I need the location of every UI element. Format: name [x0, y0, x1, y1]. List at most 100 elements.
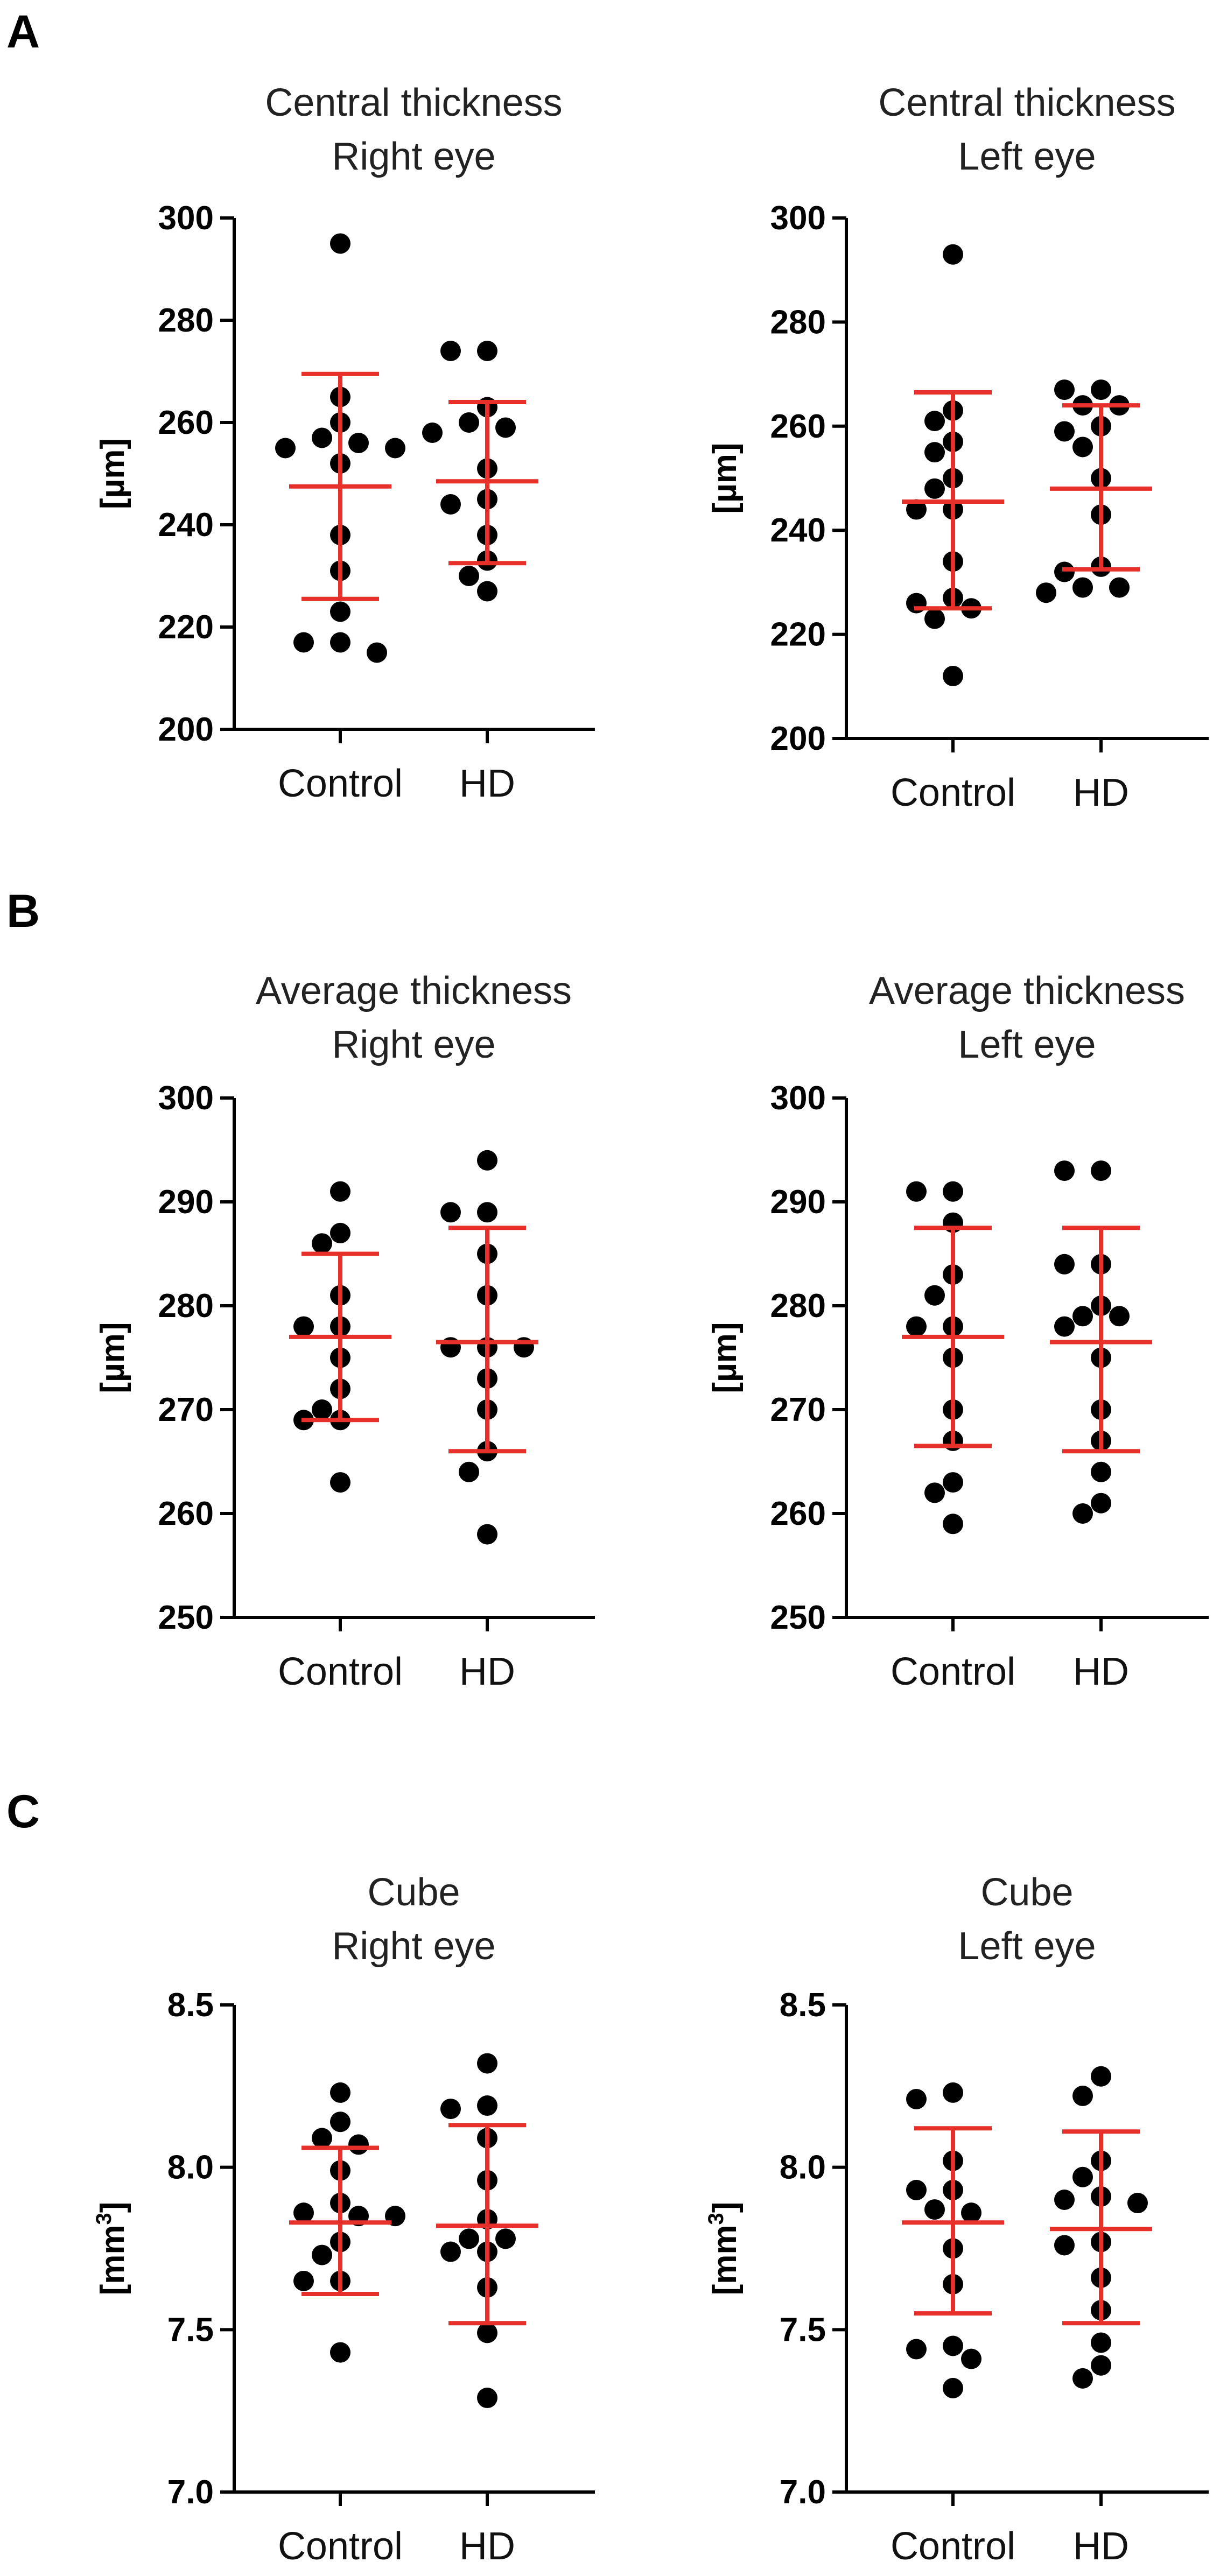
chart-title-line: Left eye — [958, 135, 1096, 178]
chart-title-line: Average thickness — [256, 969, 572, 1012]
data-point-control — [906, 2339, 927, 2360]
data-point-control — [943, 1514, 963, 1535]
x-tick-label-hd: HD — [1073, 2525, 1129, 2568]
data-point-control — [906, 1181, 927, 1202]
data-point-control — [943, 1472, 963, 1493]
chart-5: Cube Right eye 7.0 7.5 8.0 8.5 [mm3] Control HD — [92, 1871, 595, 2568]
y-tick-label: 8.0 — [167, 2149, 214, 2186]
data-point-control — [348, 433, 369, 453]
data-point-hd — [459, 566, 479, 586]
y-tick-label: 7.5 — [780, 2311, 826, 2348]
data-point-hd — [1054, 379, 1075, 400]
x-tick-label-control: Control — [278, 1650, 403, 1693]
data-point-control — [924, 1482, 945, 1503]
data-point-control — [906, 2179, 927, 2200]
y-tick-label: 270 — [158, 1391, 214, 1428]
data-point-control — [943, 665, 963, 686]
data-point-control — [293, 632, 314, 653]
chart-title-line: Right eye — [332, 135, 495, 178]
data-point-hd — [1091, 2332, 1111, 2353]
data-point-control — [312, 1399, 332, 1420]
data-point-hd — [440, 2099, 461, 2120]
data-point-control — [924, 608, 945, 629]
data-point-control — [906, 499, 927, 520]
y-tick-label: 300 — [158, 200, 214, 237]
data-point-control — [330, 1181, 350, 1202]
data-point-hd — [1109, 1306, 1130, 1327]
data-point-control — [943, 244, 963, 265]
data-point-control — [293, 1316, 314, 1337]
chart-title-line: Cube — [367, 1871, 460, 1914]
data-point-control — [330, 601, 350, 622]
y-tick-label: 7.0 — [167, 2474, 214, 2511]
y-tick-label: 240 — [158, 506, 214, 544]
panel-letter-a: A — [6, 6, 40, 58]
data-point-hd — [1054, 421, 1075, 442]
data-point-hd — [440, 2241, 461, 2262]
data-point-hd — [1054, 1160, 1075, 1181]
data-point-control — [943, 2335, 963, 2356]
data-point-hd — [1072, 2166, 1093, 2187]
data-point-hd — [1036, 582, 1056, 603]
data-point-control — [330, 2112, 350, 2132]
data-point-hd — [1091, 2066, 1111, 2087]
y-tick-label: 280 — [770, 304, 826, 341]
data-point-hd — [477, 581, 497, 602]
data-point-hd — [440, 341, 461, 361]
data-point-control — [330, 1222, 350, 1243]
data-point-control — [330, 1472, 350, 1493]
y-tick-label: 260 — [158, 404, 214, 441]
x-tick-label-hd: HD — [1073, 771, 1129, 814]
data-point-control — [348, 2134, 369, 2155]
data-point-hd — [1091, 2355, 1111, 2376]
data-point-control — [330, 233, 350, 254]
data-point-control — [367, 642, 387, 663]
data-point-hd — [1091, 1493, 1111, 1514]
data-point-control — [312, 2244, 332, 2265]
x-tick-label-control: Control — [278, 2525, 403, 2568]
x-tick-label-control: Control — [891, 771, 1015, 814]
data-point-control — [293, 2270, 314, 2291]
chart-title-line: Left eye — [958, 1023, 1096, 1066]
data-point-hd — [1109, 577, 1130, 598]
data-point-hd — [1091, 1461, 1111, 1482]
y-tick-label: 7.0 — [780, 2474, 826, 2511]
data-point-hd — [1072, 1306, 1093, 1327]
y-axis-label: [µm] — [706, 1322, 744, 1393]
data-point-control — [943, 2377, 963, 2398]
chart-3: Average thickness Right eye 250 260 270 280 29… — [94, 969, 595, 1693]
data-point-control — [330, 632, 350, 653]
data-point-hd — [1072, 577, 1093, 598]
data-point-hd — [1072, 437, 1093, 458]
data-point-hd — [1127, 2193, 1148, 2214]
y-tick-label: 260 — [770, 408, 826, 445]
data-point-control — [924, 2199, 945, 2220]
data-point-hd — [1054, 1316, 1075, 1337]
y-tick-label: 300 — [770, 200, 826, 237]
data-point-control — [275, 438, 296, 459]
y-tick-label: 300 — [158, 1080, 214, 1117]
data-point-control — [312, 427, 332, 448]
y-tick-label: 250 — [158, 1599, 214, 1636]
x-tick-label-hd: HD — [459, 2525, 515, 2568]
data-point-hd — [477, 341, 497, 361]
data-point-hd — [477, 1202, 497, 1223]
data-point-hd — [477, 2322, 497, 2343]
data-point-control — [293, 2202, 314, 2223]
y-axis-label: [µm] — [94, 438, 131, 509]
chart-4: Average thickness Left eye 250 260 270 280 290… — [706, 969, 1209, 1693]
chart-title-line: Central thickness — [878, 81, 1175, 124]
y-tick-label: 280 — [158, 302, 214, 339]
y-axis-label: [mm3] — [704, 2202, 744, 2296]
data-point-hd — [1054, 2190, 1075, 2210]
y-tick-label: 7.5 — [167, 2311, 214, 2348]
panel-letter-c: C — [6, 1786, 40, 1838]
data-point-control — [924, 478, 945, 499]
data-point-control — [906, 1316, 927, 1337]
y-tick-label: 300 — [770, 1080, 826, 1117]
data-point-control — [924, 411, 945, 432]
chart-title-line: Cube — [980, 1871, 1073, 1914]
data-point-control — [312, 1233, 332, 1254]
y-tick-label: 220 — [158, 609, 214, 646]
chart-6: Cube Left eye 7.0 7.5 8.0 8.5 [mm3] Control HD — [704, 1871, 1209, 2568]
